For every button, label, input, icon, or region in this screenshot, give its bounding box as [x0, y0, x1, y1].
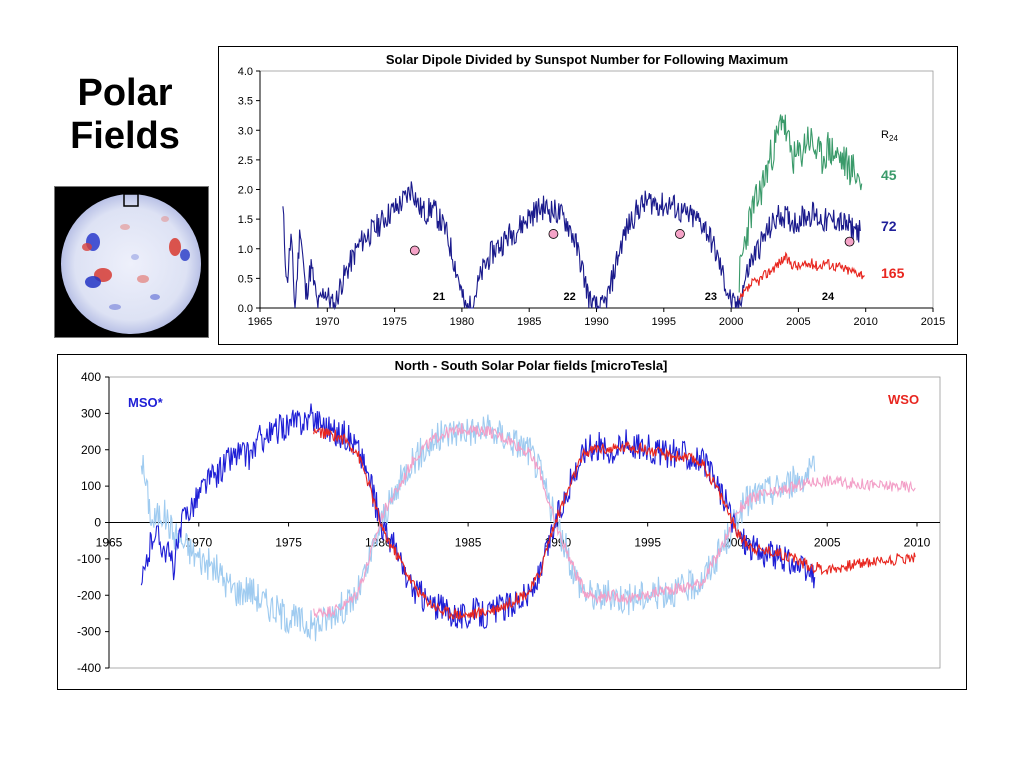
slide-title-line2: Fields — [70, 115, 180, 157]
y-tick-label: -300 — [77, 625, 101, 639]
polar-fields-chart-panel: North - South Solar Polar fields [microT… — [57, 354, 967, 690]
x-tick-label: 1965 — [96, 536, 123, 550]
y-tick-label: -400 — [77, 661, 101, 675]
series-label-wso: WSO — [888, 392, 919, 407]
series-line-navy — [282, 181, 861, 311]
x-tick-label: 1970 — [185, 536, 212, 550]
x-tick-label: 1975 — [275, 536, 302, 550]
x-tick-label: 2000 — [719, 316, 743, 328]
x-tick-label: 1985 — [517, 316, 541, 328]
y-tick-label: 4.0 — [238, 66, 253, 78]
y-tick-label: 400 — [81, 370, 101, 384]
y-tick-label: 2.0 — [238, 185, 253, 197]
x-tick-label: 1995 — [634, 536, 661, 550]
y-tick-label: 3.5 — [238, 96, 253, 108]
x-tick-label: 1985 — [455, 536, 482, 550]
legend-value: 45 — [881, 167, 897, 183]
y-tick-label: 0.0 — [238, 303, 253, 315]
dipole-chart-panel: Solar Dipole Divided by Sunspot Number f… — [218, 46, 958, 345]
polar-region-box — [123, 193, 139, 207]
series-line-red — [738, 251, 865, 301]
x-tick-label: 2005 — [786, 316, 810, 328]
x-tick-label: 2005 — [814, 536, 841, 550]
y-tick-label: -200 — [77, 588, 101, 602]
chart-title: North - South Solar Polar fields [microT… — [395, 358, 668, 373]
cycle-label: 23 — [705, 291, 717, 303]
legend-header-sub: 24 — [889, 134, 898, 143]
cycle-marker — [675, 229, 685, 239]
x-tick-label: 1995 — [652, 316, 676, 328]
y-tick-label: 200 — [81, 443, 101, 457]
legend-header: R — [881, 129, 889, 141]
slide-title: Polar Fields — [40, 72, 210, 158]
cycle-marker — [844, 236, 855, 247]
x-tick-label: 1965 — [248, 316, 272, 328]
x-tick-label: 2015 — [921, 316, 945, 328]
series-label-mso: MSO* — [128, 395, 164, 410]
series-line-red — [313, 426, 916, 620]
solar-magnetogram-image — [54, 186, 209, 338]
polar-fields-chart: North - South Solar Polar fields [microT… — [77, 358, 941, 675]
solar-disk — [61, 194, 201, 334]
series-line-blue — [140, 403, 816, 630]
x-tick-label: 2010 — [904, 536, 931, 550]
cycle-label: 24 — [822, 291, 835, 303]
dipole-chart: Solar Dipole Divided by Sunspot Number f… — [238, 52, 946, 328]
plot-area — [259, 70, 934, 309]
y-tick-label: 300 — [81, 406, 101, 420]
legend-value: 72 — [881, 218, 897, 234]
y-tick-label: 1.5 — [238, 214, 253, 226]
y-tick-label: 100 — [81, 479, 101, 493]
cycle-label: 21 — [433, 291, 445, 303]
x-tick-label: 1980 — [450, 316, 474, 328]
cycle-label: 22 — [563, 291, 575, 303]
cycle-marker — [409, 245, 420, 256]
magnetogram-svg — [55, 187, 208, 337]
x-tick-label: 1990 — [584, 316, 608, 328]
y-tick-label: -100 — [77, 552, 101, 566]
x-tick-label: 1970 — [315, 316, 339, 328]
series-line-pink — [313, 423, 916, 619]
y-tick-label: 2.5 — [238, 155, 253, 167]
series-line-green — [738, 114, 863, 293]
magnetic-patches — [82, 216, 190, 310]
y-tick-label: 3.0 — [238, 125, 253, 137]
chart-title: Solar Dipole Divided by Sunspot Number f… — [386, 52, 788, 67]
slide-title-line1: Polar — [77, 72, 173, 114]
x-tick-label: 1975 — [382, 316, 406, 328]
cycle-marker — [548, 229, 559, 239]
series-line-lightblue — [140, 414, 816, 642]
y-tick-label: 0 — [94, 516, 101, 530]
legend-value: 165 — [881, 265, 905, 281]
x-tick-label: 2010 — [853, 316, 877, 328]
y-tick-label: 1.0 — [238, 244, 253, 256]
y-tick-label: 0.5 — [238, 273, 253, 285]
